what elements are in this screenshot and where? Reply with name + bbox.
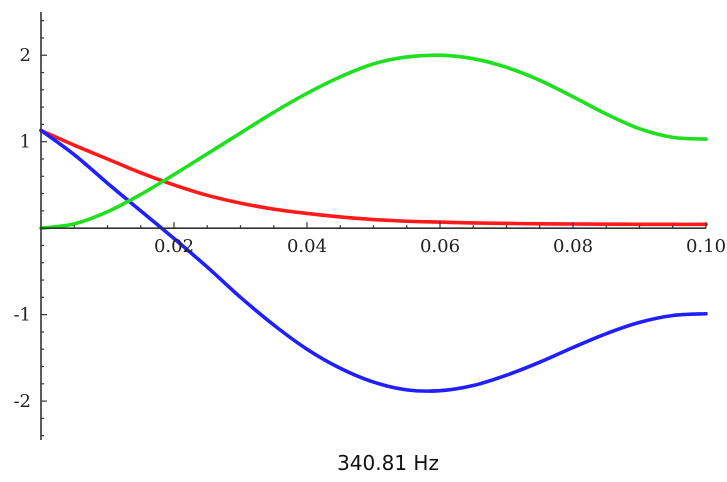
y-tick-label: -2: [13, 391, 31, 412]
chart-caption: 340.81 Hz: [337, 451, 439, 475]
x-tick-label: 0.10: [686, 236, 726, 257]
y-tick-label: -1: [13, 305, 31, 326]
x-tick-label: 0.06: [420, 236, 460, 257]
y-tick-label: 2: [20, 45, 31, 66]
series-layer: [39, 53, 708, 393]
series-line-2: [39, 128, 708, 393]
x-ticks: 0.02 0.04 0.06 0.08 0.10: [73, 222, 726, 257]
y-ticks: 2 1 -1 -2: [13, 20, 47, 437]
x-tick-label: 0.04: [287, 236, 327, 257]
x-tick-label: 0.02: [154, 236, 194, 257]
series-line-3: [39, 53, 708, 230]
y-tick-label: 1: [20, 132, 31, 153]
x-tick-label: 0.08: [553, 236, 593, 257]
series-line-1: [39, 128, 708, 227]
